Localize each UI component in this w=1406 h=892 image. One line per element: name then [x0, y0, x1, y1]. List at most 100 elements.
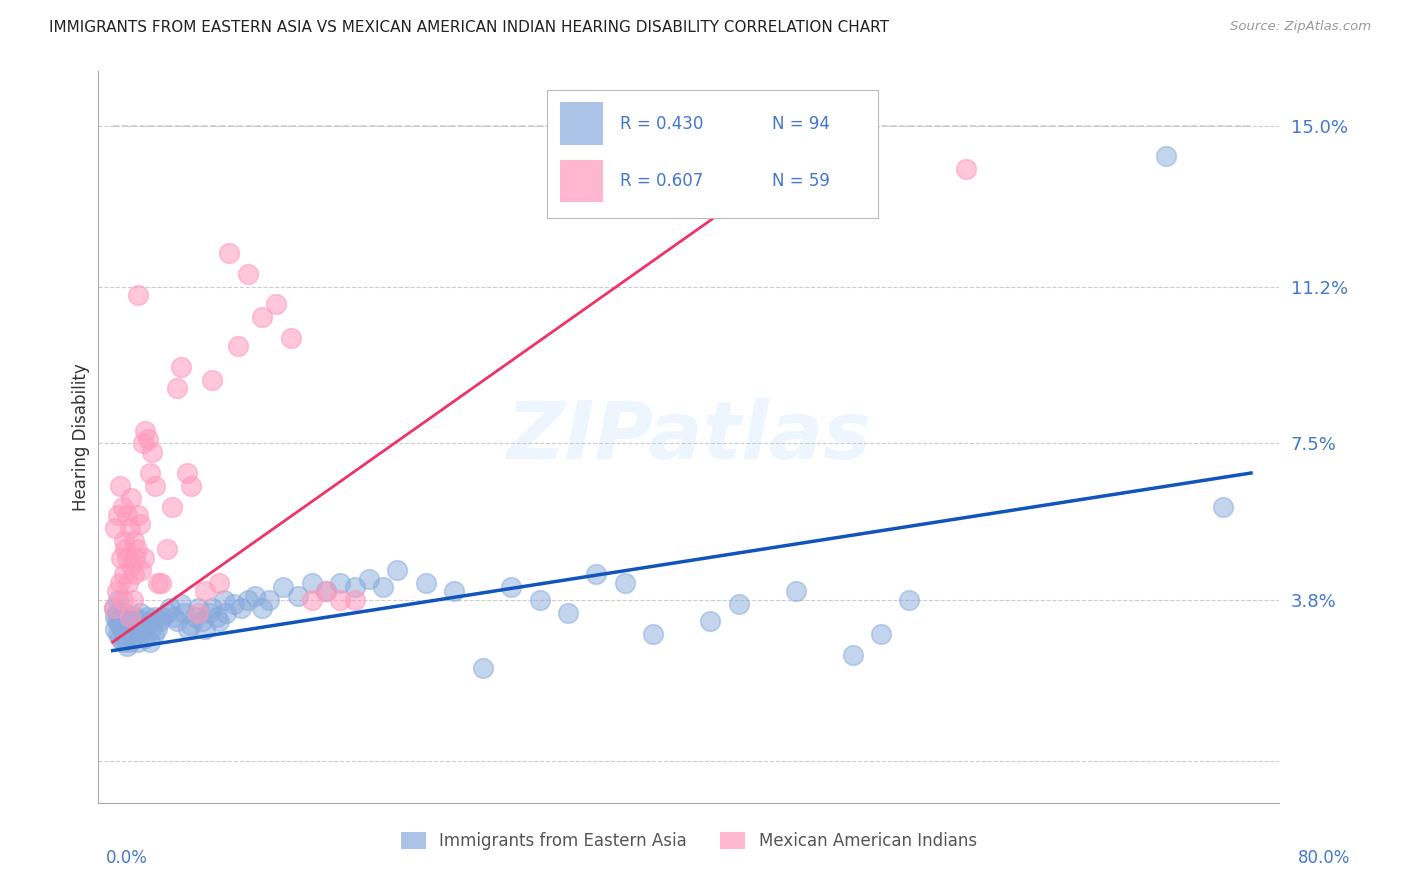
Point	[105, 614, 128, 628]
Point	[150, 576, 173, 591]
Point	[115, 508, 138, 523]
Point	[129, 618, 152, 632]
Point	[250, 310, 273, 324]
Point	[145, 623, 167, 637]
Point	[120, 491, 142, 506]
Legend: Immigrants from Eastern Asia, Mexican American Indians: Immigrants from Eastern Asia, Mexican Am…	[394, 825, 984, 856]
Point	[187, 601, 209, 615]
Point	[229, 601, 252, 615]
Point	[115, 618, 138, 632]
Point	[135, 609, 157, 624]
Point	[180, 479, 202, 493]
Point	[111, 500, 134, 514]
Point	[105, 606, 128, 620]
Point	[122, 567, 145, 582]
Point	[156, 542, 179, 557]
Point	[898, 592, 921, 607]
Point	[215, 606, 238, 620]
Point	[571, 161, 593, 176]
Point	[124, 550, 146, 565]
Point	[218, 246, 240, 260]
Point	[371, 580, 394, 594]
Point	[108, 479, 131, 493]
Point	[315, 584, 337, 599]
Point	[250, 601, 273, 615]
Point	[127, 508, 149, 523]
Point	[152, 609, 174, 624]
Text: ZIPatlas: ZIPatlas	[506, 398, 872, 476]
Y-axis label: Hearing Disability: Hearing Disability	[72, 363, 90, 511]
Point	[103, 601, 125, 615]
Point	[208, 576, 231, 591]
Point	[120, 559, 142, 574]
Point	[118, 635, 141, 649]
Point	[131, 623, 153, 637]
Point	[471, 660, 494, 674]
Point	[343, 592, 366, 607]
Point	[273, 580, 295, 594]
Point	[194, 623, 217, 637]
Point	[128, 516, 150, 531]
Point	[118, 521, 141, 535]
Point	[121, 592, 143, 607]
Point	[415, 576, 437, 591]
Point	[329, 592, 352, 607]
Point	[122, 623, 145, 637]
Point	[112, 567, 135, 582]
Point	[177, 623, 200, 637]
Point	[114, 542, 136, 557]
Point	[110, 609, 132, 624]
Point	[166, 381, 188, 395]
Text: Source: ZipAtlas.com: Source: ZipAtlas.com	[1230, 20, 1371, 33]
Point	[226, 339, 249, 353]
Point	[118, 609, 141, 624]
Point	[134, 631, 156, 645]
Point	[132, 550, 155, 565]
Point	[315, 584, 337, 599]
Point	[205, 609, 228, 624]
Point	[112, 533, 135, 548]
Point	[107, 626, 129, 640]
Point	[585, 567, 607, 582]
Point	[301, 592, 323, 607]
Point	[266, 297, 288, 311]
Point	[114, 631, 136, 645]
Point	[142, 626, 165, 640]
Point	[557, 606, 579, 620]
Point	[343, 580, 366, 594]
Point	[108, 576, 131, 591]
Point	[107, 508, 129, 523]
Point	[104, 609, 127, 624]
Point	[103, 601, 125, 615]
Point	[201, 373, 224, 387]
Point	[301, 576, 323, 591]
Point	[201, 601, 224, 615]
Point	[443, 584, 465, 599]
Point	[170, 597, 193, 611]
Point	[115, 640, 138, 654]
Point	[127, 288, 149, 302]
Point	[149, 614, 172, 628]
Point	[105, 584, 128, 599]
Point	[124, 609, 146, 624]
Point	[132, 614, 155, 628]
Point	[127, 635, 149, 649]
Point	[212, 592, 235, 607]
Point	[122, 614, 145, 628]
Point	[170, 360, 193, 375]
Point	[131, 436, 153, 450]
Point	[134, 424, 156, 438]
Point	[162, 500, 184, 514]
Point	[643, 626, 665, 640]
Point	[198, 606, 221, 620]
Point	[184, 609, 207, 624]
Point	[148, 576, 170, 591]
Point	[107, 592, 129, 607]
Point	[236, 592, 259, 607]
Point	[111, 592, 134, 607]
Point	[108, 631, 131, 645]
Point	[180, 618, 202, 632]
Point	[280, 331, 302, 345]
Point	[122, 533, 145, 548]
Point	[176, 466, 198, 480]
